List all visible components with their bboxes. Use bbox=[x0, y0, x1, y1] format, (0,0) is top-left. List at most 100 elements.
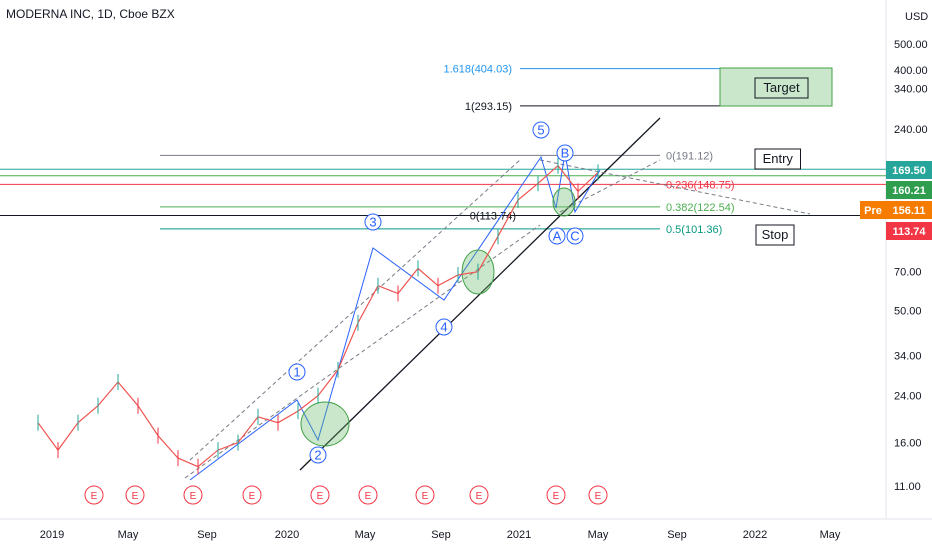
price-tick-label: 50.00 bbox=[894, 306, 922, 318]
wave-label-circle[interactable] bbox=[435, 318, 453, 336]
wave-label: 2 bbox=[314, 448, 321, 463]
price-tick-label: 70.00 bbox=[894, 267, 922, 279]
wave-label-circle[interactable] bbox=[309, 446, 327, 464]
earnings-marker-label: E bbox=[595, 491, 602, 502]
price-axis[interactable]: 500.00 400.00 340.00 240.00 70.00 50.00 34.00 2… bbox=[894, 39, 928, 493]
annotation-box[interactable] bbox=[754, 148, 801, 170]
time-axis[interactable]: 2019 May Sep 2020 May Sep 2021 May Sep 2022 May bbox=[40, 529, 841, 541]
correction-lower-line[interactable] bbox=[559, 159, 661, 213]
wave-label: 4 bbox=[440, 320, 447, 335]
time-tick-label: May bbox=[820, 529, 841, 541]
earnings-marker-label: E bbox=[553, 491, 560, 502]
earnings-marker[interactable] bbox=[469, 485, 489, 505]
time-tick-label: May bbox=[355, 529, 376, 541]
time-tick-label: 2022 bbox=[743, 529, 767, 541]
price-tick-label: 340.00 bbox=[894, 84, 928, 96]
wave-label-circle[interactable] bbox=[548, 227, 566, 245]
time-tick-label: 2019 bbox=[40, 529, 64, 541]
pre-market-tag bbox=[860, 201, 886, 219]
channel-upper-line[interactable] bbox=[189, 159, 521, 461]
price-axis-unit: USD bbox=[905, 11, 928, 23]
time-tick-label: 2020 bbox=[275, 529, 299, 541]
wave-label: 3 bbox=[369, 215, 376, 230]
annotation-box-label: Entry bbox=[763, 151, 794, 166]
time-tick-label: May bbox=[118, 529, 139, 541]
earnings-marker[interactable] bbox=[183, 485, 203, 505]
price-tick-label: 240.00 bbox=[894, 124, 928, 136]
fib-label: 0(191.12) bbox=[666, 150, 713, 162]
annotation-box-label: Stop bbox=[762, 227, 789, 242]
fib-label: 1.618(404.03) bbox=[444, 64, 513, 76]
earnings-marker-label: E bbox=[132, 491, 139, 502]
channel-lower-line[interactable] bbox=[184, 224, 541, 479]
price-badges: 169.50 160.21 156.11 Pre 113.74 bbox=[860, 161, 932, 240]
correction-upper-line[interactable] bbox=[539, 159, 811, 215]
elliott-wave-path[interactable] bbox=[189, 152, 601, 481]
price-badge bbox=[886, 161, 932, 179]
pre-market-label: Pre bbox=[864, 205, 882, 217]
time-tick-label: May bbox=[588, 529, 609, 541]
time-tick-label: Sep bbox=[197, 529, 217, 541]
price-badge-label: 169.50 bbox=[892, 165, 926, 177]
price-tick-label: 16.00 bbox=[894, 438, 922, 450]
fib-label: 0(113.74) bbox=[470, 210, 516, 222]
earnings-marker-label: E bbox=[422, 491, 429, 502]
earnings-marker-label: E bbox=[91, 491, 98, 502]
accumulation-zone[interactable] bbox=[300, 401, 350, 447]
wave-label: C bbox=[570, 229, 579, 244]
price-badge bbox=[886, 222, 932, 240]
fib-label: 0.236(148.75) bbox=[666, 179, 735, 191]
wave-label-circle[interactable] bbox=[556, 144, 574, 162]
wave-label-circle[interactable] bbox=[364, 213, 382, 231]
price-tick-label: 24.00 bbox=[894, 391, 922, 403]
earnings-marker[interactable] bbox=[242, 485, 262, 505]
price-badge-label: 113.74 bbox=[892, 226, 926, 238]
fib-label: 0.382(122.54) bbox=[666, 202, 735, 214]
earnings-marker[interactable] bbox=[125, 485, 145, 505]
price-badge bbox=[886, 181, 932, 199]
earnings-marker[interactable] bbox=[546, 485, 566, 505]
wave-label: A bbox=[553, 229, 562, 244]
accumulation-zone[interactable] bbox=[552, 187, 576, 217]
earnings-marker[interactable] bbox=[84, 485, 104, 505]
price-tick-label: 34.00 bbox=[894, 350, 922, 362]
fib-levels[interactable]: 1.618(404.03) 1(293.15) 0(191.12) 0.236(148… bbox=[0, 64, 886, 236]
wave-label-circle[interactable] bbox=[288, 363, 306, 381]
wave-label-circle[interactable] bbox=[566, 227, 584, 245]
fib-label: 1(293.15) bbox=[465, 101, 512, 113]
symbol-title: MODERNA INC, 1D, Cboe BZX bbox=[6, 7, 175, 21]
target-zone[interactable] bbox=[719, 67, 833, 107]
earnings-marker[interactable] bbox=[588, 485, 608, 505]
price-badge-label: 156.11 bbox=[892, 205, 925, 217]
price-tick-label: 500.00 bbox=[894, 39, 928, 51]
wave-label: 1 bbox=[293, 365, 300, 380]
annotation-box[interactable] bbox=[755, 224, 795, 246]
price-badge bbox=[886, 201, 932, 219]
annotation-boxes[interactable]: Target Entry Stop bbox=[719, 67, 833, 246]
time-tick-label: 2021 bbox=[507, 529, 531, 541]
earnings-marker-label: E bbox=[249, 491, 256, 502]
earnings-marker-label: E bbox=[476, 491, 483, 502]
earnings-marker[interactable] bbox=[358, 485, 378, 505]
price-tick-label: 400.00 bbox=[894, 65, 928, 77]
fib-label: 0.5(101.36) bbox=[666, 224, 722, 236]
time-tick-label: Sep bbox=[667, 529, 687, 541]
earnings-marker[interactable] bbox=[310, 485, 330, 505]
wave-label: B bbox=[561, 146, 570, 161]
earnings-marker-label: E bbox=[317, 491, 324, 502]
price-tick-label: 11.00 bbox=[894, 481, 921, 493]
wave-label-circle[interactable] bbox=[532, 121, 550, 139]
wave-label: 5 bbox=[537, 123, 544, 138]
time-tick-label: Sep bbox=[431, 529, 451, 541]
earnings-marker-label: E bbox=[190, 491, 197, 502]
earnings-marker[interactable] bbox=[415, 485, 435, 505]
price-series bbox=[37, 157, 599, 475]
earnings-marker-label: E bbox=[365, 491, 372, 502]
wave-labels[interactable]: 1 2 3 4 5 A B C bbox=[288, 121, 584, 464]
price-badge-label: 160.21 bbox=[892, 185, 926, 197]
trendlines[interactable] bbox=[184, 117, 811, 481]
annotation-box[interactable] bbox=[754, 77, 809, 99]
annotation-box-label: Target bbox=[763, 80, 800, 95]
